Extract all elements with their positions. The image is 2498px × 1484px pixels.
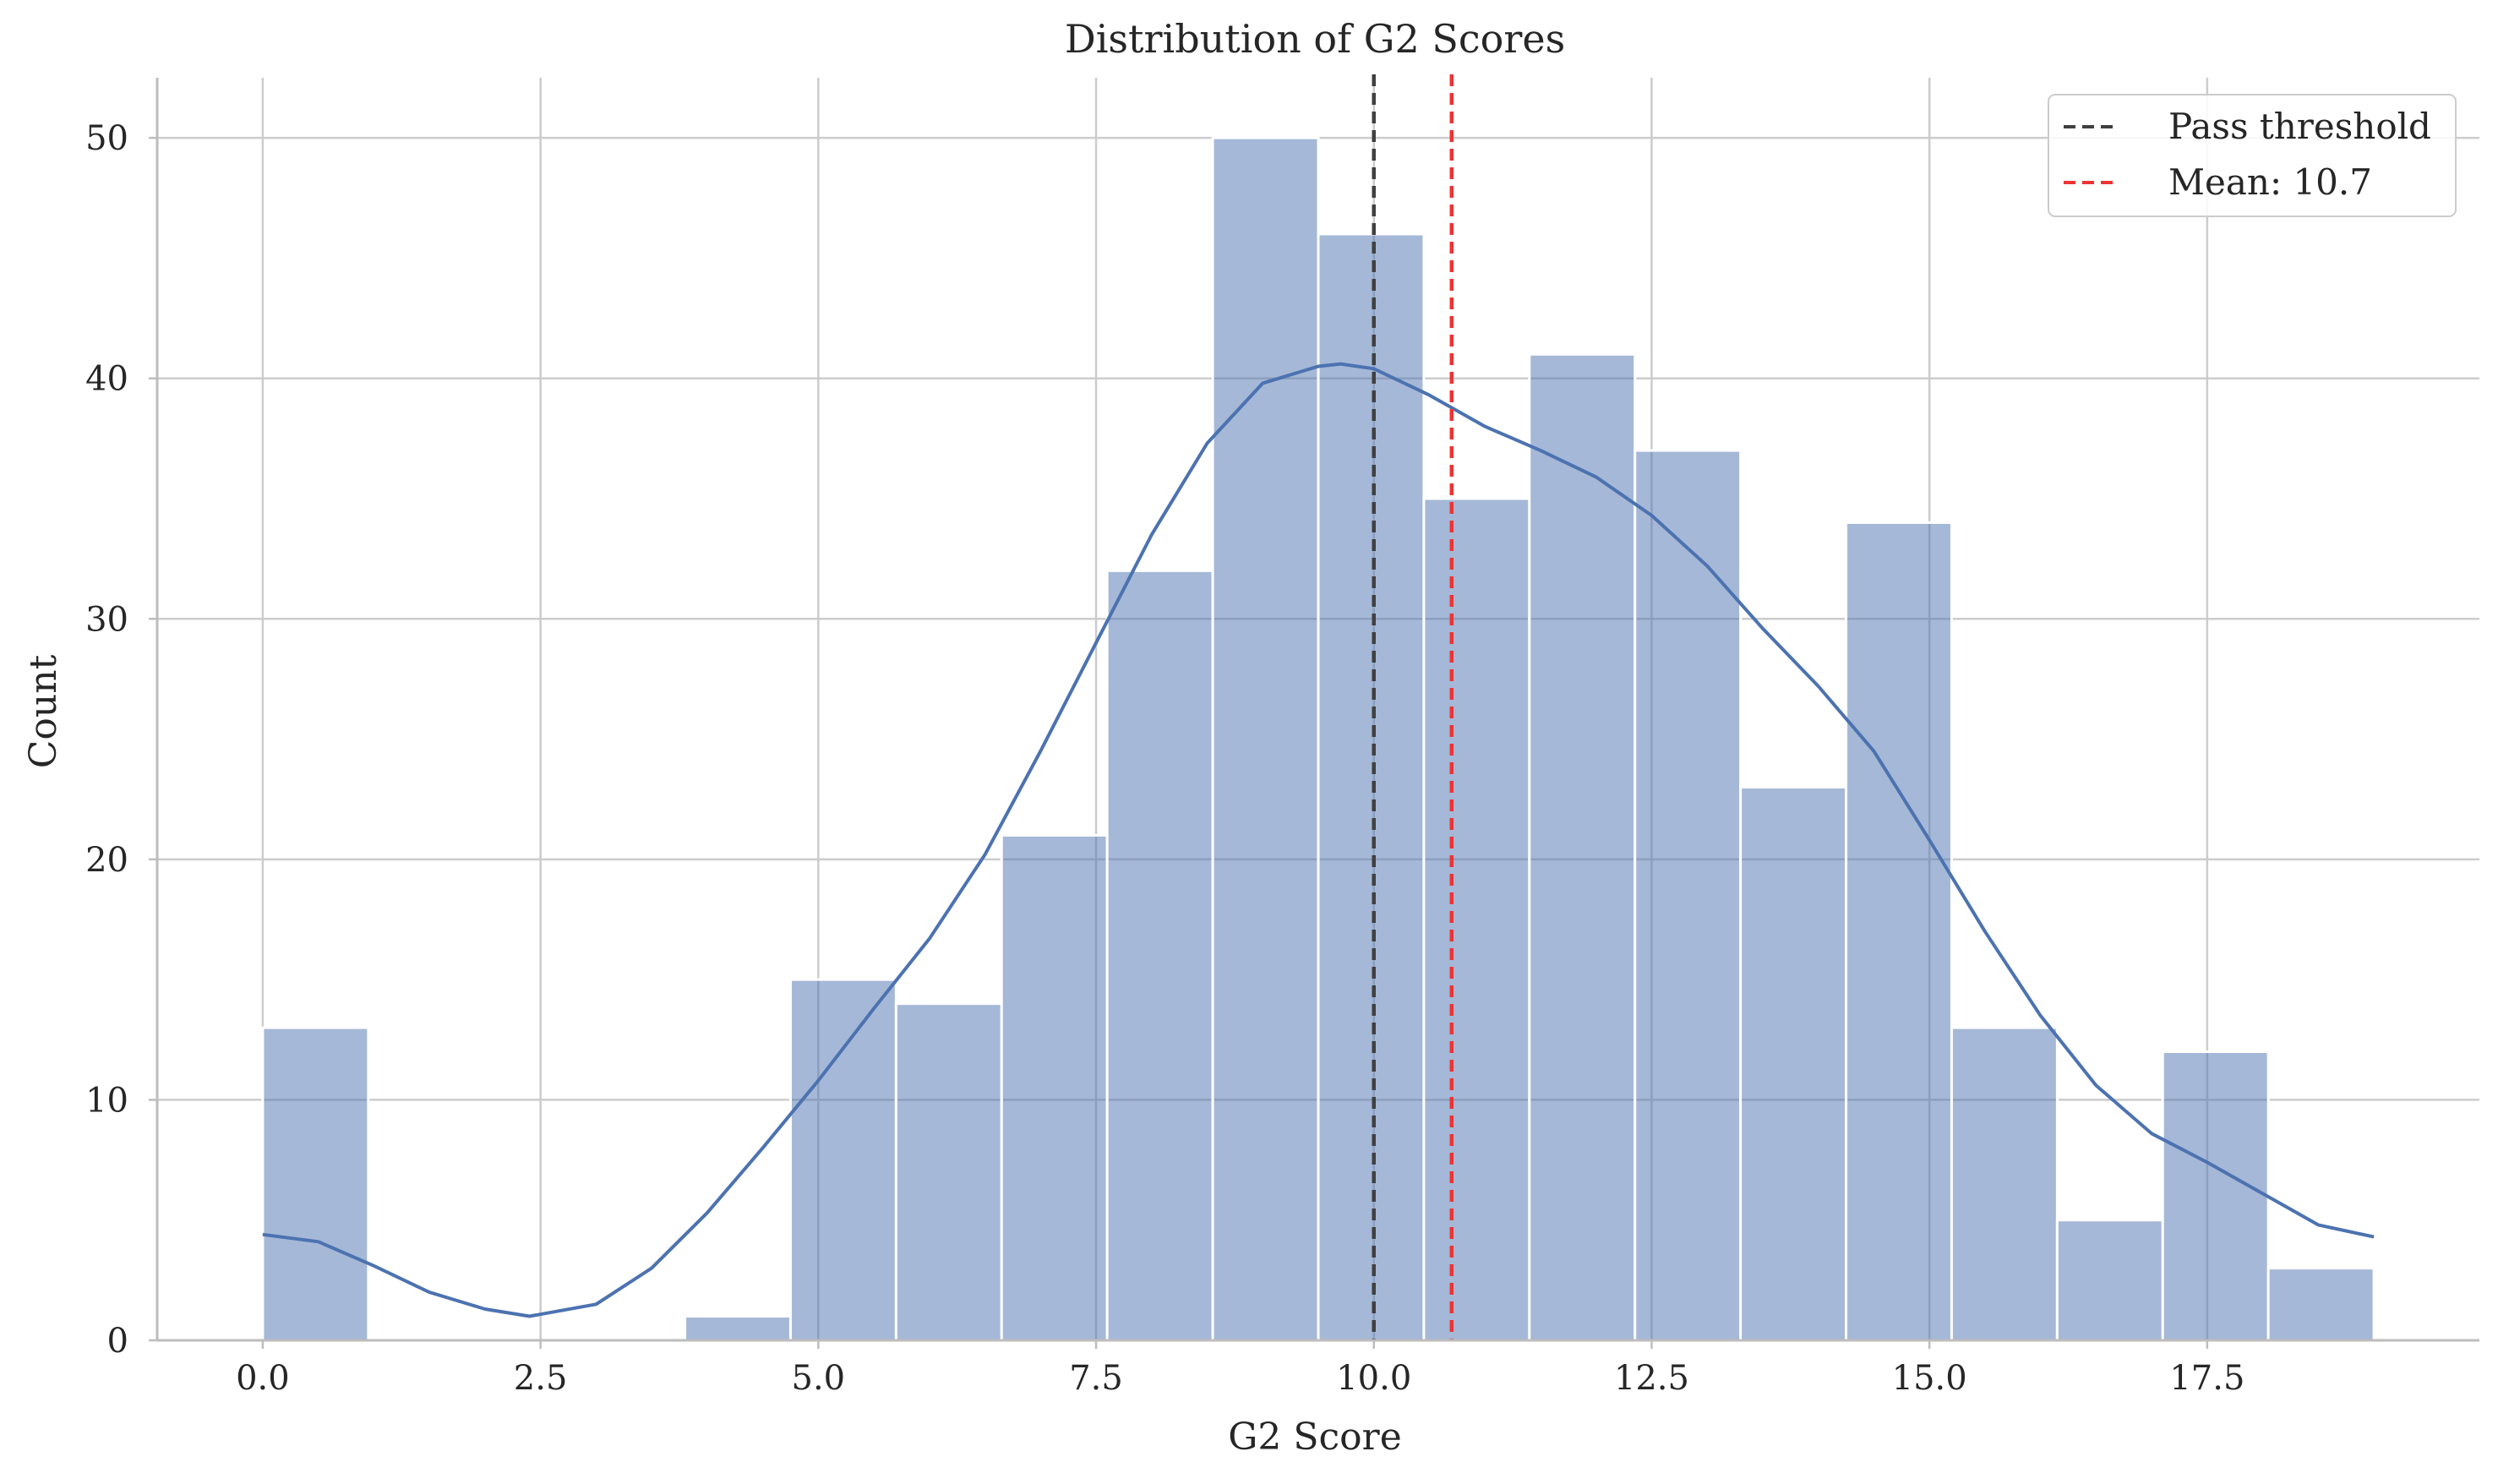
legend-label-pass-threshold: Pass threshold	[2168, 106, 2431, 147]
y-tick-label-1: 10	[85, 1081, 128, 1120]
histogram-bar-12	[1528, 352, 1637, 1342]
histogram-bar-14	[1739, 785, 1848, 1342]
histogram-bar-19	[2266, 1267, 2375, 1342]
histogram-bar-13	[1634, 449, 1743, 1342]
histogram-bar-17	[2055, 1219, 2164, 1342]
histogram-bar-8	[1105, 569, 1214, 1342]
y-axis-label: Count	[22, 654, 65, 768]
histogram-bar-5	[788, 978, 897, 1342]
legend-label-mean: Mean: 10.7	[2168, 161, 2372, 203]
histogram-bar-6	[894, 1002, 1003, 1342]
y-tick-label-4: 40	[85, 360, 128, 399]
histogram-bar-7	[1000, 833, 1109, 1342]
legend: Pass threshold Mean: 10.7	[2048, 94, 2457, 217]
histogram-bars	[261, 136, 2375, 1342]
x-tick-label-2: 5.0	[792, 1359, 846, 1398]
x-tick-labels: 0.0 2.5 5.0 7.5 10.0 12.5 15.0 17.5	[236, 1340, 2244, 1398]
histogram-bar-18	[2161, 1050, 2270, 1342]
x-tick-label-7: 17.5	[2169, 1359, 2244, 1398]
kde-curve	[262, 362, 2375, 1318]
x-tick-label-3: 7.5	[1069, 1359, 1123, 1398]
histogram-bar-15	[1845, 521, 1953, 1342]
chart-title: Distribution of G2 Scores	[1065, 16, 1565, 62]
y-tick-label-3: 30	[85, 600, 128, 639]
kde-curve-layer	[262, 362, 2375, 1318]
y-tick-label-0: 0	[107, 1322, 128, 1361]
histogram-bar-4	[684, 1315, 792, 1342]
histogram-bar-0	[261, 1026, 370, 1342]
x-axis-label: G2 Score	[1228, 1416, 1401, 1459]
x-tick-label-5: 12.5	[1614, 1359, 1689, 1398]
x-tick-label-4: 10.0	[1336, 1359, 1411, 1398]
y-tick-label-5: 50	[85, 119, 128, 158]
x-tick-label-6: 15.0	[1892, 1359, 1967, 1398]
y-tick-label-2: 20	[85, 841, 128, 880]
legend-box	[2048, 94, 2457, 217]
histogram-bar-10	[1317, 232, 1426, 1342]
histogram-bar-11	[1422, 497, 1531, 1342]
x-tick-label-1: 2.5	[514, 1359, 568, 1398]
y-tick-labels: 0 10 20 30 40 50	[85, 119, 157, 1361]
x-tick-label-0: 0.0	[236, 1359, 290, 1398]
axes	[155, 78, 2479, 1342]
reference-lines	[1372, 74, 1454, 1340]
histogram-bar-16	[1950, 1026, 2059, 1342]
histogram-bar-9	[1211, 136, 1320, 1342]
